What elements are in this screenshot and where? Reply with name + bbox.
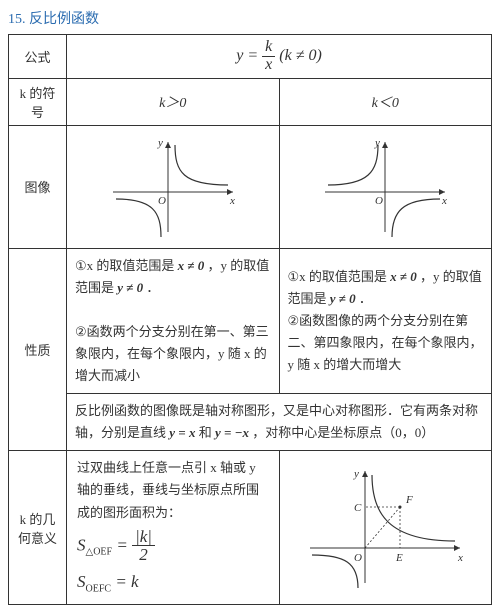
label-graph: 图像 <box>9 125 67 248</box>
cell-formula: y = k x (k ≠ 0) <box>67 35 492 79</box>
svg-text:x: x <box>229 195 235 207</box>
formula-num: k <box>262 39 275 57</box>
graph-neg: x y O <box>279 125 492 248</box>
label-geom: k 的几何意义 <box>9 451 67 604</box>
formula-cond: (k ≠ 0) <box>279 47 322 64</box>
svg-text:x: x <box>441 195 447 207</box>
prop-shared: 反比例函数的图像既是轴对称图形，又是中心对称图形．它有两条对称轴，分别是直线 y… <box>67 394 492 451</box>
svg-text:y: y <box>374 137 380 149</box>
geom-graph: x y O F E C <box>279 451 492 604</box>
geom-s1: S△OEF = |k| 2 <box>77 528 269 565</box>
geom-text: 过双曲线上任意一点引 x 轴或 y 轴的垂线，垂线与坐标原点所围成的图形面积为： <box>77 457 269 523</box>
svg-text:y: y <box>353 468 359 480</box>
formula-den: x <box>262 57 275 74</box>
formula-lhs: y <box>236 47 243 64</box>
geom-text-cell: 过双曲线上任意一点引 x 轴或 y 轴的垂线，垂线与坐标原点所围成的图形面积为：… <box>67 451 280 604</box>
svg-text:y: y <box>157 137 163 149</box>
graph-pos: x y O <box>67 125 280 248</box>
svg-text:E: E <box>395 552 403 564</box>
svg-text:O: O <box>375 195 383 207</box>
ksign-pos: k＞0 <box>159 96 186 111</box>
svg-text:O: O <box>354 552 362 564</box>
svg-text:F: F <box>405 494 413 506</box>
label-ksign: k 的符号 <box>9 78 67 125</box>
label-formula: 公式 <box>9 35 67 79</box>
label-property: 性质 <box>9 248 67 451</box>
prop-neg: ①x 的取值范围是 x ≠ 0 ，y 的取值范围是 y ≠ 0 ． ②函数图像的… <box>279 248 492 394</box>
page-title: 15. 反比例函数 <box>8 8 492 28</box>
reciprocal-table: 公式 y = k x (k ≠ 0) k 的符号 k＞0 k＜0 图像 x y … <box>8 34 492 605</box>
ksign-neg: k＜0 <box>372 96 399 111</box>
svg-text:x: x <box>457 552 463 564</box>
prop-pos: ①x 的取值范围是 x ≠ 0 ，y 的取值范围是 y ≠ 0 ． ②函数两个分… <box>67 248 280 394</box>
svg-text:O: O <box>158 195 166 207</box>
svg-text:C: C <box>354 502 362 514</box>
geom-s2: SOEFC = k <box>77 568 269 597</box>
